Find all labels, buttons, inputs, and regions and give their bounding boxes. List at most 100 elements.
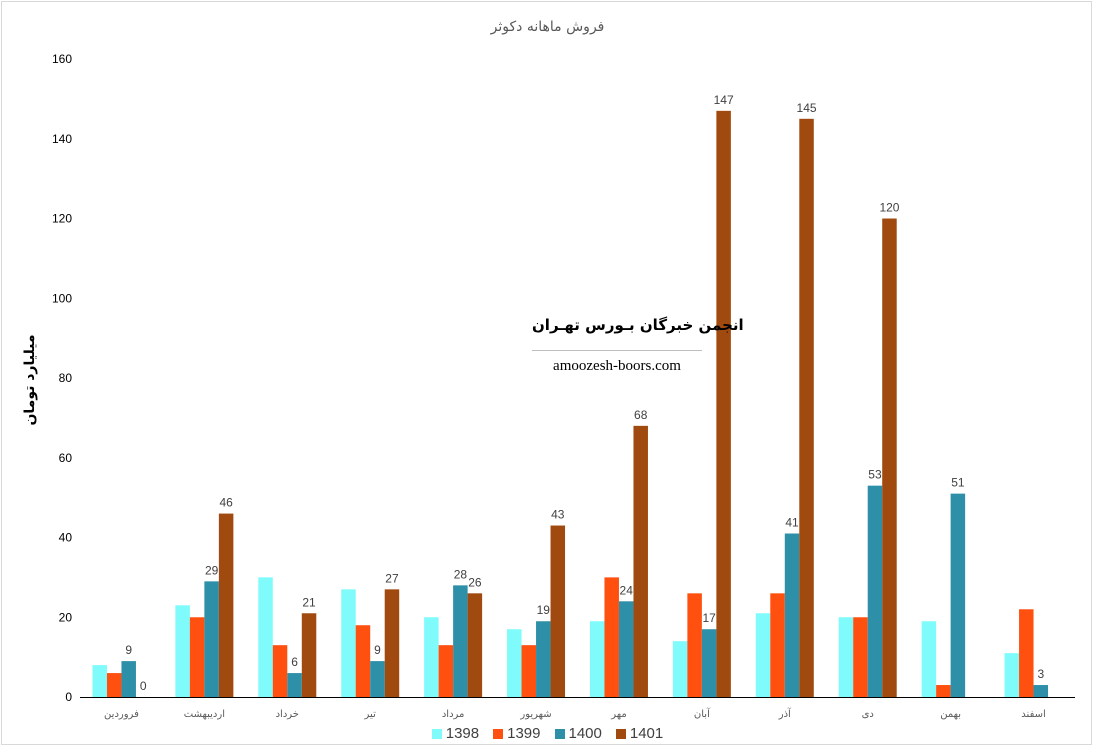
bar-1400 (701, 629, 717, 697)
watermark-divider (532, 350, 702, 351)
bar-1401 (550, 525, 566, 697)
y-tick-label: 140 (52, 132, 72, 146)
legend-item-1401: 1401 (615, 725, 664, 742)
bar-1401 (301, 613, 317, 697)
watermark-url: amoozesh-boors.com (553, 358, 681, 374)
bar-1399 (1019, 609, 1034, 697)
bar-1401 (633, 425, 648, 697)
data-label-1400: 24 (620, 583, 634, 597)
data-label-1400: 53 (868, 468, 882, 482)
data-label-1400: 41 (785, 516, 799, 530)
bar-1400 (867, 485, 883, 697)
data-label-1401: 27 (385, 571, 399, 585)
data-label-1401: 120 (879, 201, 899, 215)
category-label: آبان (694, 707, 711, 720)
bar-1399 (438, 645, 454, 697)
bar-1399 (521, 645, 537, 697)
legend-swatch (554, 728, 565, 739)
bar-1401 (218, 513, 234, 697)
bar-1398 (755, 613, 771, 697)
bar-1400 (618, 601, 634, 697)
legend-label: 1399 (507, 725, 541, 742)
data-label-1400: 28 (454, 567, 468, 581)
chart-title: فروش ماهانه دکوثر (490, 19, 605, 35)
category-label: بهمن (940, 709, 961, 720)
data-label-1400: 9 (374, 643, 381, 657)
legend-item-1398: 1398 (431, 725, 480, 742)
bar-1400 (1033, 685, 1049, 697)
bar-1398 (589, 621, 605, 697)
bar-1400 (287, 673, 302, 697)
data-label-1400: 9 (125, 643, 132, 657)
category-label: دی (862, 709, 874, 720)
data-label-1401: 43 (551, 508, 565, 522)
bar-1398 (424, 617, 439, 697)
data-label-1400: 17 (702, 611, 716, 625)
category-label: تیر (364, 709, 377, 720)
legend-swatch (615, 728, 626, 739)
category-label: فروردین (104, 709, 139, 720)
legend-label: 1400 (568, 725, 602, 742)
bar-1399 (106, 673, 122, 697)
legend-swatch (493, 728, 504, 739)
bar-1401 (799, 118, 814, 697)
bar-1398 (672, 641, 688, 697)
watermark-title: انجمن خبرگان بـورس تهـران (532, 316, 744, 334)
bar-1398 (921, 621, 937, 697)
data-label-1400: 51 (951, 476, 965, 490)
bar-1399 (604, 577, 619, 697)
bar-1399 (687, 593, 702, 697)
bar-1398 (1004, 653, 1020, 697)
bar-1398 (507, 629, 522, 697)
y-tick-label: 100 (52, 291, 72, 305)
category-label: خرداد (276, 709, 299, 720)
category-label: شهریور (519, 709, 551, 720)
data-label-1401: 0 (140, 679, 147, 693)
bar-1399 (272, 645, 288, 697)
bar-1398 (838, 617, 854, 697)
data-label-1401: 68 (634, 408, 648, 422)
data-label-1401: 147 (714, 93, 734, 107)
data-label-1400: 29 (205, 563, 219, 577)
bar-1401 (882, 218, 897, 697)
data-label-1400: 3 (1037, 667, 1044, 681)
legend: 1398 1399 1400 1401 (0, 725, 1095, 742)
y-tick-label: 80 (59, 371, 73, 385)
bar-1400 (950, 493, 966, 697)
bar-1400 (121, 661, 136, 697)
bar-1398 (92, 665, 107, 697)
y-tick-label: 0 (65, 690, 72, 704)
legend-label: 1401 (629, 725, 664, 742)
bar-1401 (716, 110, 731, 697)
bar-1399 (189, 617, 205, 697)
legend-item-1399: 1399 (493, 725, 541, 742)
data-label-1401: 26 (468, 575, 482, 589)
category-label: اردیبهشت (184, 709, 225, 720)
bar-1399 (770, 593, 785, 697)
y-tick-label: 60 (59, 451, 73, 465)
bar-1398 (258, 577, 273, 697)
data-label-1401: 21 (302, 595, 316, 609)
data-label-1401: 145 (797, 101, 817, 115)
bar-1400 (453, 585, 468, 697)
category-label: مرداد (442, 709, 465, 720)
category-label: مهر (610, 709, 626, 720)
y-tick-label: 120 (52, 212, 72, 226)
bar-1401 (384, 589, 400, 697)
y-tick-label: 20 (59, 610, 73, 624)
bar-1400 (370, 661, 385, 697)
bar-1401 (467, 593, 483, 697)
bar-1399 (936, 685, 951, 697)
data-label-1401: 46 (219, 496, 233, 510)
bar-1400 (784, 533, 800, 697)
legend-swatch (431, 728, 442, 739)
bar-1399 (355, 625, 371, 697)
bar-1400 (204, 581, 219, 697)
y-tick-label: 160 (52, 52, 72, 66)
legend-item-1400: 1400 (554, 725, 602, 742)
legend-label: 1398 (445, 725, 480, 742)
category-label: اسفند (1021, 709, 1045, 720)
bar-1400 (536, 621, 551, 697)
